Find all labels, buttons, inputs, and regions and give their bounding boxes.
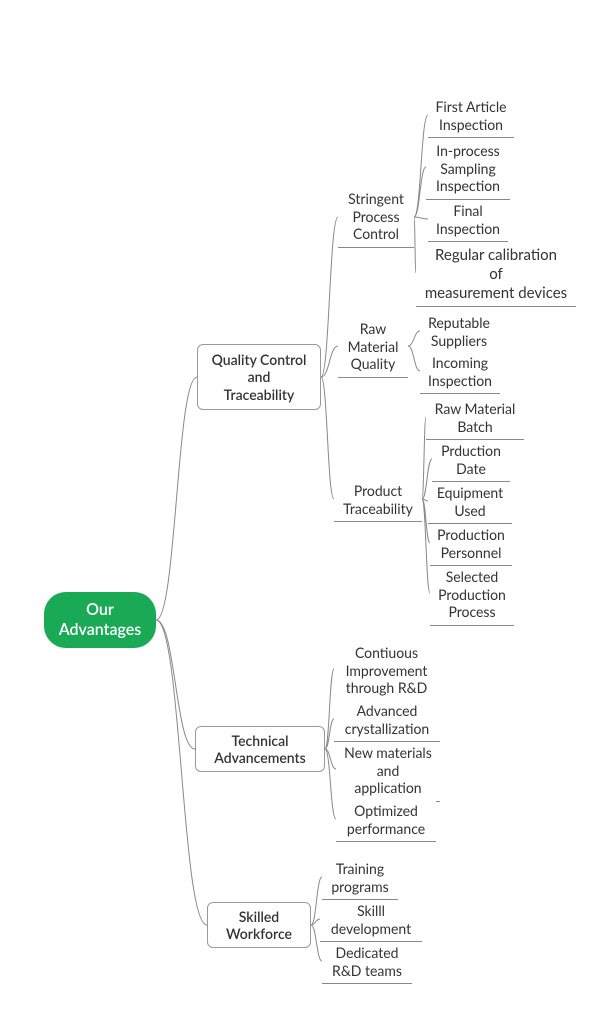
leaf-node: ContiuousImprovementthrough R&D xyxy=(334,642,439,702)
root-node: OurAdvantages xyxy=(44,592,156,648)
leaf-node: SelectedProductionProcess xyxy=(430,566,514,626)
sub-node: StringentProcessControl xyxy=(338,188,414,248)
leaf-node: Regular calibrationofmeasurement devices xyxy=(416,244,576,307)
branch-node: Quality ControlandTraceability xyxy=(197,344,321,410)
leaf-node: ReputableSuppliers xyxy=(420,312,498,354)
leaf-node: Trainingprograms xyxy=(322,858,398,900)
branch-node: TechnicalAdvancements xyxy=(195,726,325,772)
leaf-node: First ArticleInspection xyxy=(428,96,514,138)
leaf-node: Advancedcrystallization xyxy=(334,700,440,742)
leaf-node: IncomingInspection xyxy=(420,352,500,394)
leaf-node: Optimizedperformance xyxy=(336,800,436,842)
leaf-node: FinalInspection xyxy=(428,200,508,242)
branch-node: SkilledWorkforce xyxy=(207,902,311,948)
sub-node: ProductTraceability xyxy=(334,480,422,522)
leaf-node: EquipmentUsed xyxy=(428,482,512,524)
leaf-node: Skillldevelopment xyxy=(320,900,422,942)
leaf-node: Raw MaterialBatch xyxy=(426,398,524,440)
leaf-node: PrductionDate xyxy=(432,440,510,482)
sub-node: RawMaterialQuality xyxy=(338,318,408,378)
leaf-node: ProductionPersonnel xyxy=(430,524,512,566)
leaf-node: New materialsandapplication xyxy=(336,742,440,802)
leaf-node: In-processSamplingInspection xyxy=(426,140,510,200)
leaf-node: DedicatedR&D teams xyxy=(322,942,412,984)
